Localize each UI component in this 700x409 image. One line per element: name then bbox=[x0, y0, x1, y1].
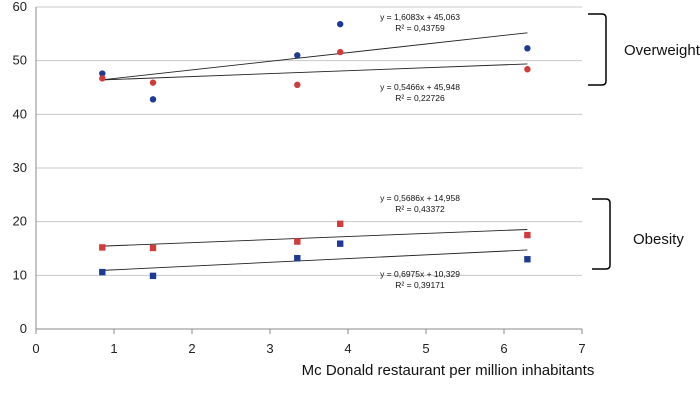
x-axis-label: Mc Donald restaurant per million inhabit… bbox=[302, 362, 595, 379]
data-point-s3-3 bbox=[294, 238, 301, 245]
y-tick-label-40: 40 bbox=[13, 106, 27, 121]
trendline-r2-3: R² = 0,43372 bbox=[395, 204, 445, 214]
y-tick-label-20: 20 bbox=[13, 214, 27, 229]
data-points bbox=[99, 20, 531, 280]
data-point-s1-3 bbox=[294, 52, 301, 59]
y-tick-label-30: 30 bbox=[13, 160, 27, 175]
data-point-s1-4 bbox=[337, 20, 344, 28]
data-point-s2-3 bbox=[294, 81, 301, 89]
trendline-r2-1: R² = 0,43759 bbox=[395, 23, 445, 33]
data-point-s2-2 bbox=[149, 79, 157, 86]
group-brackets: Overweight Obesity bbox=[588, 13, 700, 270]
tick-labels: 0 10 20 30 40 50 60 0 1 2 3 4 5 6 7 bbox=[13, 0, 586, 356]
data-point-s4-2 bbox=[149, 272, 157, 280]
data-point-s3-1 bbox=[99, 244, 106, 251]
trendline-equation-2: y = 0,5466x + 45,948 bbox=[380, 82, 460, 92]
trendline-2 bbox=[102, 63, 528, 81]
data-point-s3-4 bbox=[337, 220, 344, 228]
x-tick-label-7: 7 bbox=[578, 341, 585, 356]
data-point-s1-5 bbox=[524, 45, 531, 52]
gridlines bbox=[36, 6, 582, 276]
data-point-s2-5 bbox=[524, 66, 531, 73]
obesity-bracket bbox=[592, 198, 611, 270]
data-point-s3-2 bbox=[149, 244, 157, 252]
trendline-equation-3: y = 0,5686x + 14,958 bbox=[380, 193, 460, 203]
obesity-label: Obesity bbox=[633, 231, 684, 248]
data-point-s4-1 bbox=[99, 268, 106, 276]
x-tick-label-2: 2 bbox=[188, 341, 195, 356]
trendlines bbox=[102, 32, 528, 271]
trendline-3 bbox=[102, 229, 528, 247]
data-point-s4-4 bbox=[337, 240, 344, 247]
x-tick-label-0: 0 bbox=[32, 341, 39, 356]
x-tick-label-5: 5 bbox=[422, 341, 429, 356]
data-point-s2-4 bbox=[337, 48, 344, 56]
overweight-bracket bbox=[588, 13, 607, 86]
y-tick-label-50: 50 bbox=[13, 53, 27, 68]
trendline-equation-4: y = 0,6975x + 10,329 bbox=[380, 269, 460, 279]
overweight-label: Overweight bbox=[624, 42, 700, 59]
x-tick-label-1: 1 bbox=[110, 341, 117, 356]
data-point-s1-1 bbox=[99, 70, 106, 77]
data-point-s1-2 bbox=[149, 96, 157, 103]
trendline-4 bbox=[102, 249, 528, 271]
x-tick-label-4: 4 bbox=[344, 341, 351, 356]
data-point-s4-5 bbox=[524, 256, 531, 263]
y-tick-label-0: 0 bbox=[20, 321, 27, 336]
data-point-s2-1 bbox=[99, 75, 106, 82]
trendline-r2-2: R² = 0,22726 bbox=[395, 93, 445, 103]
x-tick-label-6: 6 bbox=[500, 341, 507, 356]
y-tick-label-10: 10 bbox=[13, 267, 27, 282]
trendline-1 bbox=[102, 32, 528, 81]
trendline-equation-1: y = 1,6083x + 45,063 bbox=[380, 12, 460, 22]
trendline-r2-4: R² = 0,39171 bbox=[395, 280, 445, 290]
axes bbox=[35, 7, 583, 334]
data-point-s4-3 bbox=[294, 254, 301, 262]
data-point-s3-5 bbox=[524, 231, 531, 239]
x-tick-label-3: 3 bbox=[266, 341, 273, 356]
y-tick-label-60: 60 bbox=[13, 0, 27, 14]
